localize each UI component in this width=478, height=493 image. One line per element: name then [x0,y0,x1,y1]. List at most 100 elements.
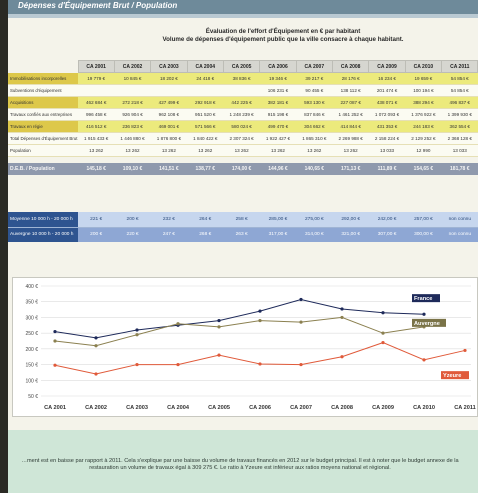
chart-canvas: 50 € 100 € 150 € 200 € 250 € 300 € 350 € 400 € C… [25,284,476,411]
table-cell [78,84,115,97]
table-cell [187,84,224,97]
row-label: Population [8,144,78,157]
table-cell: 416 512 € [78,120,115,133]
table-cell: 13 262 [332,144,369,157]
table-cell: 1 446 880 € [114,132,151,145]
table-cell: 1 922 427 € [259,132,297,145]
data-point [463,348,467,353]
header-corner [8,61,78,73]
finance-table: CA 2001 CA 2002 CA 2003 CA 2004 CA 2005 … [8,60,478,175]
data-point [340,307,344,311]
comparison-label: Auvergne 10 000 h - 20 000 h [8,227,78,242]
data-point [258,309,262,313]
table-cell: 19 779 € [78,72,115,85]
summary-cell: 144,96 € [259,162,297,175]
row-label: Subventions d'équipement [8,84,78,97]
table-cell: 54 854 € [441,84,478,97]
x-tick-label: CA 2003 [126,405,148,411]
comparison-cell: 317,00 € [259,227,297,242]
header-strip [8,14,478,18]
column-header: CA 2009 [368,60,406,73]
table-cell: 2 269 988 € [332,132,369,145]
table-cell: 38 836 € [223,72,260,85]
row-label: Travaux en régie [8,120,78,133]
x-tick-label: CA 2001 [44,405,66,411]
table-cell: 431 353 € [368,120,406,133]
summary-cell: 109,10 € [114,162,151,175]
header-band: Dépenses d'Équipement Brut / Population [8,0,478,14]
summary-cell: 138,77 € [187,162,224,175]
table-cell: 382 181 € [259,96,297,109]
series-label-bg [412,294,440,303]
comparison-cell: 285,00 € [259,212,297,228]
series-line-france [54,298,425,339]
table-cell: 236 823 € [114,120,151,133]
summary-cell: 154,65 € [405,162,442,175]
comparison-cell: 268 € [187,227,224,242]
comparison-cell: 242,00 € [368,212,406,228]
x-tick-label: CA 2004 [167,405,190,411]
data-point [176,362,180,367]
table-cell: 13 262 [223,144,260,157]
series-label-bg [412,318,446,327]
subtitle-line-1: Évaluation de l'effort d'Équipement en €… [205,28,361,35]
data-point [135,333,139,337]
document-page: Dépenses d'Équipement Brut / Population … [8,0,478,493]
series-label: France [414,296,432,302]
column-header: CA 2006 [259,60,297,73]
table-subtitle: Évaluation de l'effort d'Équipement en €… [138,28,428,44]
table-cell: 462 684 € [78,96,115,109]
comparison-cell: 275,00 € [296,212,333,228]
table-cell: 414 844 € [332,120,369,133]
table-cell: 24 418 € [187,72,224,85]
series-label-bg [441,371,469,380]
comparison-label: Moyenne 10 000 h - 20 000 h [8,212,78,228]
finance-header-row: CA 2001 CA 2002 CA 2003 CA 2004 CA 2005 … [8,60,478,73]
table-cell: 571 566 € [187,120,224,133]
table-cell: 18 202 € [150,72,188,85]
y-tick-label: 400 € [25,284,38,290]
table-cell: 1 915 433 € [78,132,115,145]
table-cell: 1 248 239 € [223,108,260,121]
table-cell: 580 024 € [223,120,260,133]
table-cell: 362 554 € [441,120,478,133]
comparison-cell: 321,00 € [332,227,369,242]
comparison-cell: 247 € [150,227,188,242]
comparison-cell: 257,00 € [405,212,442,228]
y-tick-label: 200 € [25,347,38,353]
data-point [176,322,180,326]
comparison-row: Moyenne 10 000 h - 20 000 h 221 €200 €232… [8,212,478,228]
y-tick-label: 300 € [25,315,38,321]
summary-cell: 171,13 € [332,162,369,175]
comparison-cell: 314,00 € [296,227,333,242]
table-cell: 496 837 € [441,96,478,109]
table-cell: 915 198 € [259,108,297,121]
note-text: …ment est en baisse par rapport à 2011. … [21,458,459,471]
table-cell: 106 231 € [259,84,297,97]
y-tick-label: 350 € [25,300,38,306]
table-cell: 2 368 128 € [441,132,478,145]
series-label: Yzeure [443,373,461,379]
table-cell: 13 262 [114,144,151,157]
y-tick-label: 150 € [25,363,38,369]
x-tick-label: CA 2011 [454,405,476,411]
row-label: Travaux confiés aux entreprises [8,108,78,121]
table-cell: 469 001 € [150,120,188,133]
data-point [381,311,385,315]
column-header: CA 2011 [441,60,478,73]
table-cell: 13 033 [441,144,478,157]
column-header: CA 2005 [222,60,261,73]
table-cell [150,84,188,97]
column-header: CA 2007 [295,60,334,73]
comparison-cell: non connu [441,212,478,228]
row-label: Total Dépenses d'Équipement Brut [8,132,78,145]
summary-cell: 141,51 € [150,162,188,175]
table-cell: 292 918 € [187,96,224,109]
data-point [299,320,303,324]
table-cell: 438 071 € [368,96,406,109]
comparison-row: Auvergne 10 000 h - 20 000 h 200 €220 €24… [8,227,478,242]
y-tick-label: 50 € [28,394,38,400]
comparison-cell: 221 € [78,212,115,228]
comparison-cell: 263 € [223,227,260,242]
column-header: CA 2001 [77,60,115,73]
